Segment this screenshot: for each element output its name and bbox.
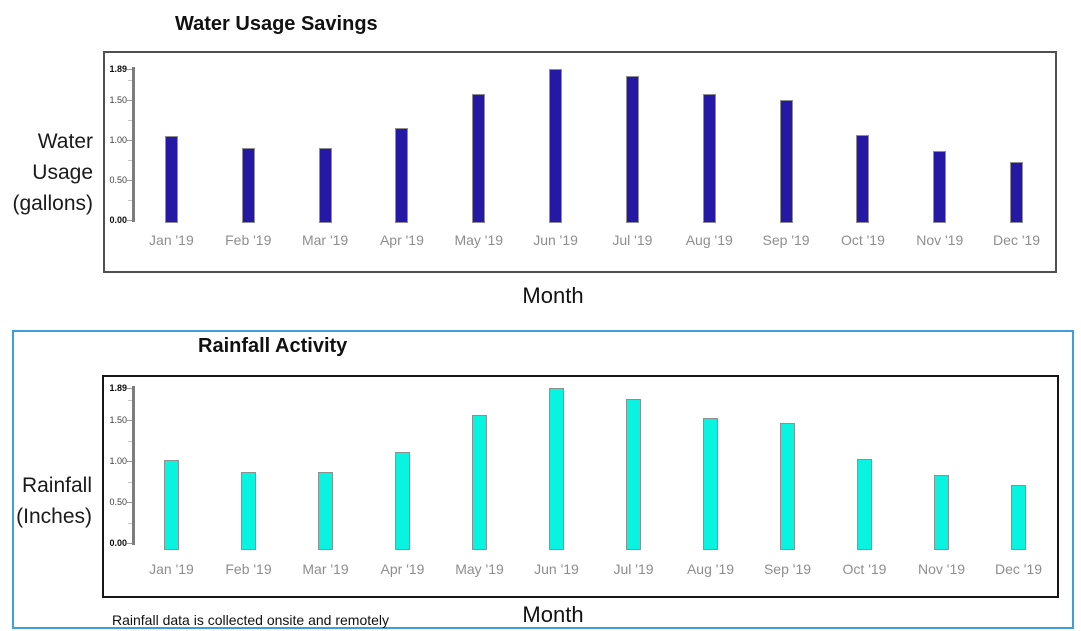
y-axis-label-line: Rainfall [21, 474, 92, 497]
x-tick-label: Mar '19 [301, 232, 349, 248]
x-tick-label: Sep '19 [763, 561, 812, 577]
bar [856, 135, 870, 223]
y-minor-tick-mark [128, 80, 132, 81]
x-tick-label: Feb '19 [225, 232, 272, 248]
rainfall-x-axis-title: Month [522, 602, 584, 627]
bar [625, 76, 639, 223]
bar [549, 68, 563, 223]
bar [241, 471, 256, 550]
x-tick-label: Jan '19 [149, 561, 194, 577]
y-tick-mark [127, 420, 132, 421]
y-tick-label: 0.00 [109, 215, 127, 225]
y-tick-mark [127, 68, 132, 70]
x-tick-label: Dec '19 [993, 232, 1041, 248]
y-tick-label: 1.00 [109, 135, 127, 145]
y-tick-mark [127, 220, 132, 221]
y-axis-label-line: (Inches) [16, 505, 92, 528]
bar [164, 460, 179, 550]
y-axis-line [132, 386, 135, 545]
y-minor-tick-mark [128, 120, 132, 121]
y-tick-mark [127, 543, 132, 544]
x-tick-label: Nov '19 [916, 232, 964, 248]
bar [318, 471, 333, 550]
x-tick-label: Jul '19 [613, 561, 654, 577]
x-tick-label: Mar '19 [302, 561, 349, 577]
bar [703, 417, 718, 550]
bar [164, 136, 178, 223]
y-minor-tick-mark [128, 399, 132, 401]
y-tick-mark [127, 140, 132, 141]
y-axis-line [132, 67, 135, 222]
y-tick-label: 1.89 [109, 383, 127, 394]
bar [1010, 161, 1024, 223]
y-tick-mark [127, 180, 132, 181]
x-tick-label: Jun '19 [534, 561, 579, 577]
x-tick-label: Aug '19 [685, 232, 733, 248]
bar [857, 459, 872, 550]
y-axis-label-line: Water [37, 130, 93, 153]
y-axis-label-line: Usage [32, 161, 93, 184]
y-axis-label-line: (gallons) [12, 192, 93, 215]
y-tick-label: 1.89 [109, 63, 127, 74]
x-tick-label: Aug '19 [686, 561, 735, 577]
bar [934, 474, 949, 550]
water-usage-chart-title: Water Usage Savings [175, 13, 378, 35]
y-minor-tick-mark [128, 160, 132, 161]
x-tick-label: Jul '19 [612, 232, 653, 248]
bar [1011, 484, 1026, 550]
bar [933, 151, 947, 223]
x-tick-label: Jan '19 [149, 232, 194, 248]
bar [549, 388, 564, 550]
rainfall-y-axis-label: Rainfall (Inches) [0, 470, 92, 532]
x-tick-label: Dec '19 [994, 561, 1043, 577]
y-minor-tick-mark [128, 481, 132, 483]
bar [472, 415, 487, 550]
y-tick-label: 0.50 [109, 497, 127, 507]
y-minor-tick-mark [128, 200, 132, 201]
y-tick-label: 1.50 [109, 415, 127, 425]
y-tick-label: 0.50 [109, 175, 127, 185]
x-tick-label: Jun '19 [533, 232, 578, 248]
x-tick-label: Feb '19 [225, 561, 272, 577]
y-minor-tick-mark [128, 440, 132, 442]
y-tick-label: 1.50 [109, 95, 127, 105]
y-tick-label: 0.00 [109, 538, 127, 548]
bar [779, 100, 793, 223]
water-usage-x-axis-title: Month [522, 283, 584, 308]
rainfall-footnote: Rainfall data is collected onsite and re… [112, 612, 390, 628]
x-tick-label: Apr '19 [380, 561, 425, 577]
y-tick-label: 1.00 [109, 456, 127, 466]
bar [395, 128, 409, 223]
bar [472, 93, 486, 223]
bar [780, 423, 795, 550]
x-tick-label: May '19 [454, 232, 504, 248]
y-tick-mark [127, 502, 132, 503]
x-tick-label: Oct '19 [840, 232, 885, 248]
rainfall-plot-area: 0.00 0.50 1.00 1.50 1.89 Jan '19 Feb '19 Mar '1… [102, 375, 1059, 598]
rainfall-chart-title: Rainfall Activity [198, 335, 348, 357]
x-tick-label: Oct '19 [842, 561, 887, 577]
bar [318, 148, 332, 223]
y-minor-tick-mark [128, 522, 132, 524]
x-tick-label: May '19 [455, 561, 504, 577]
bar [395, 451, 410, 550]
bar [626, 398, 641, 550]
y-tick-mark [127, 461, 132, 462]
water-usage-plot-area: 0.00 0.50 1.00 1.50 1.89 Jan '19 Feb '19 Mar '1… [103, 51, 1057, 273]
y-tick-mark [127, 388, 132, 390]
x-tick-label: Nov '19 [917, 561, 966, 577]
water-usage-y-axis-label: Water Usage (gallons) [0, 126, 93, 219]
y-tick-mark [127, 100, 132, 101]
x-tick-label: Apr '19 [379, 232, 424, 248]
x-tick-label: Sep '19 [762, 232, 810, 248]
bar [241, 148, 255, 223]
bar [702, 94, 716, 223]
